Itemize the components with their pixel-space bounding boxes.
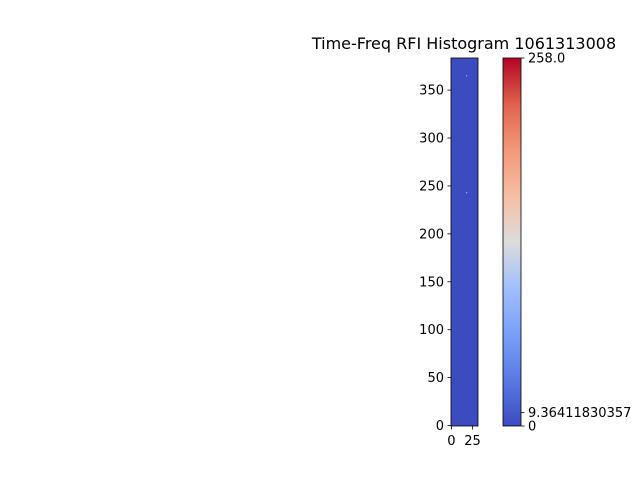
y-tick-label: 250	[419, 179, 444, 194]
colorbar-tick-label: 258.0	[528, 52, 565, 67]
x-tick-label: 25	[464, 434, 481, 449]
chart-title: Time-Freq RFI Histogram 1061313008	[311, 34, 616, 53]
colorbar-ticks: 09.36411830357 258.0	[521, 52, 631, 435]
x-tick-label: 0	[447, 434, 455, 449]
y-axis: 0 50 100 150 200 250 300 350	[419, 84, 451, 434]
colorbar-frame	[502, 57, 522, 427]
y-tick-label: 0	[436, 419, 444, 434]
heatmap-hot-pixel	[466, 75, 468, 77]
y-tick-label: 350	[419, 84, 444, 99]
colorbar-tick-label: 9.36411830357	[528, 406, 631, 421]
colorbar-gradient	[503, 58, 521, 426]
x-axis: 0 25	[447, 426, 481, 449]
heatmap-faint-column	[467, 58, 468, 426]
y-tick-label: 300	[419, 132, 444, 147]
colorbar-tick-label: 0	[528, 420, 536, 435]
y-tick-label: 200	[419, 227, 444, 242]
y-tick-label: 150	[419, 275, 444, 290]
y-tick-label: 100	[419, 323, 444, 338]
colorbar: 09.36411830357 258.0	[502, 52, 631, 435]
heatmap-background	[451, 58, 478, 426]
heatmap-plot	[450, 57, 479, 427]
heatmap-hot-pixel	[466, 192, 468, 194]
y-tick-label: 50	[427, 371, 444, 386]
plot-frame	[450, 57, 479, 427]
